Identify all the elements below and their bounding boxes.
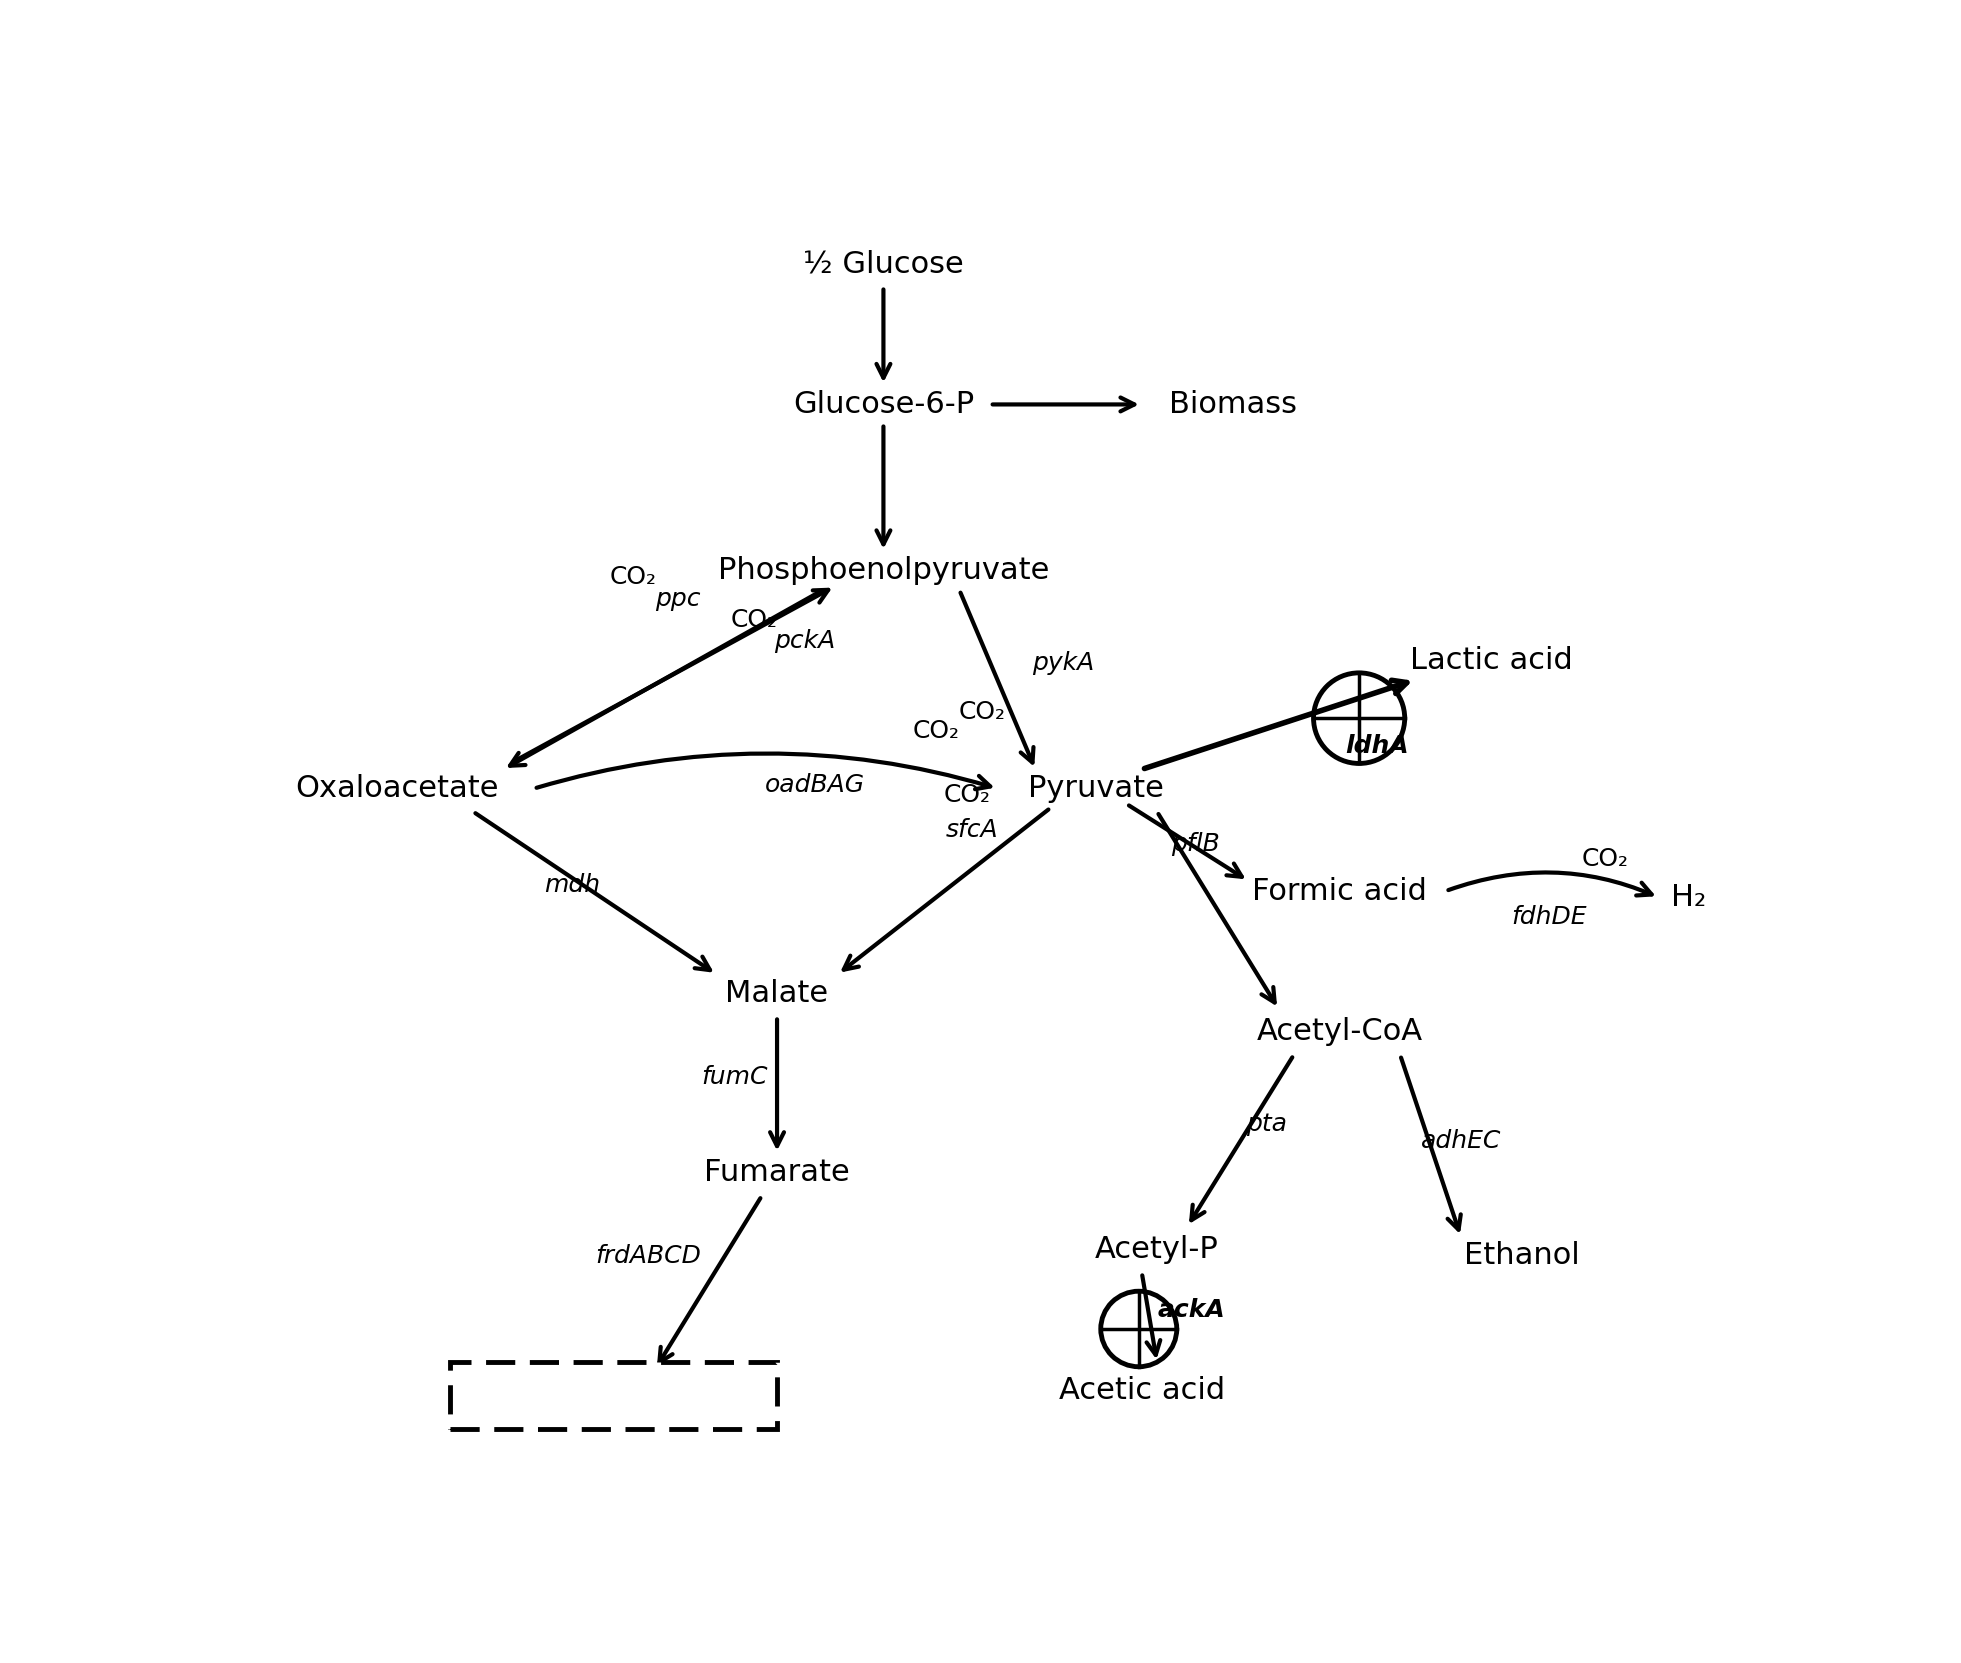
Text: fdhDE: fdhDE [1512,905,1586,928]
Text: H₂: H₂ [1671,883,1706,911]
Text: Succinic acid: Succinic acid [488,1380,731,1414]
Text: fumC: fumC [702,1064,769,1089]
Text: Acetic acid: Acetic acid [1059,1375,1226,1405]
Text: CO₂: CO₂ [959,700,1006,723]
Text: Oxaloacetate: Oxaloacetate [296,773,498,803]
Text: Acetyl-P: Acetyl-P [1094,1236,1220,1264]
Text: oadBAG: oadBAG [765,773,865,797]
Text: ackA: ackA [1159,1297,1226,1322]
Text: sfcA: sfcA [945,818,998,841]
Text: CO₂: CO₂ [943,783,990,807]
Text: pflB: pflB [1171,832,1220,856]
Text: CO₂: CO₂ [914,718,961,743]
Text: Ethanol: Ethanol [1463,1242,1581,1271]
Text: Glucose-6-P: Glucose-6-P [792,389,975,419]
Text: Biomass: Biomass [1169,389,1296,419]
Text: ppc: ppc [655,587,700,610]
Text: adhEC: adhEC [1422,1129,1500,1152]
Text: pta: pta [1245,1113,1286,1136]
Text: Phosphoenolpyruvate: Phosphoenolpyruvate [718,557,1049,585]
Text: pckA: pckA [775,629,835,654]
Text: frdABCD: frdABCD [594,1244,700,1267]
Text: Malate: Malate [726,980,830,1008]
Text: ½ Glucose: ½ Glucose [804,249,963,278]
Text: ldhA: ldhA [1345,735,1410,758]
Text: Fumarate: Fumarate [704,1157,849,1187]
Text: Lactic acid: Lactic acid [1410,645,1573,675]
Text: CO₂: CO₂ [731,607,779,632]
Text: CO₂: CO₂ [1583,846,1630,871]
Text: Pyruvate: Pyruvate [1028,773,1165,803]
Text: Acetyl-CoA: Acetyl-CoA [1257,1018,1422,1046]
Text: pykA: pykA [1031,652,1094,675]
Text: CO₂: CO₂ [610,565,657,589]
FancyBboxPatch shape [451,1362,777,1429]
Text: Formic acid: Formic acid [1251,876,1428,906]
Text: mdh: mdh [543,873,600,896]
